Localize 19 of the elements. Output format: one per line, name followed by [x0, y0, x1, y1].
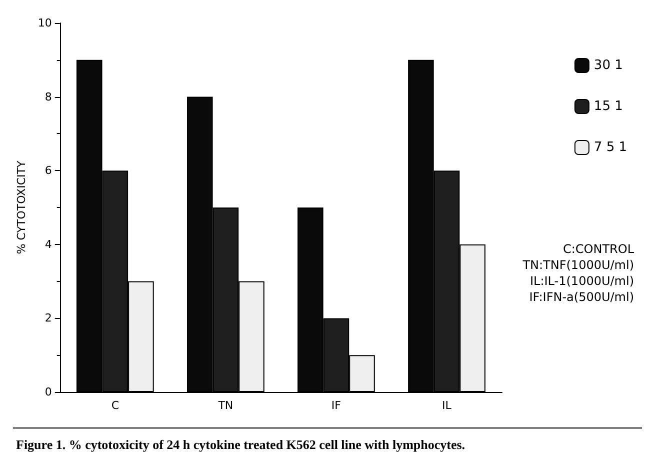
y-axis-title: % CYTOTOXICITY [15, 160, 28, 254]
legend-label: 7 5 1 [594, 140, 627, 155]
x-tick-label: IL [442, 399, 452, 412]
y-tick-label: 8 [44, 90, 52, 104]
x-tick-label: IF [331, 399, 341, 412]
y-tick-label: 2 [44, 312, 52, 325]
text: TN:TNF(1000U/ml) [522, 258, 634, 272]
text: IL:IL-1(1000U/ml) [530, 274, 634, 288]
legend-label: 15 1 [594, 99, 623, 114]
legend-label: 30 1 [594, 58, 623, 73]
y-tick-label: 4 [44, 238, 52, 251]
y-tick-label: 10 [38, 16, 52, 30]
text: IF:IFN-a(500U/ml) [529, 290, 634, 304]
y-tick-label: 6 [44, 164, 52, 178]
text: C:CONTROL [562, 242, 634, 256]
x-tick-label: TN [217, 399, 234, 412]
caption: Figure 1. % cytotoxicity of 24 h cytokine treated K562 cell line with lymphocytes. [16, 437, 466, 452]
x-tick-label: C [111, 399, 120, 412]
y-tick-label: 0 [44, 386, 52, 398]
